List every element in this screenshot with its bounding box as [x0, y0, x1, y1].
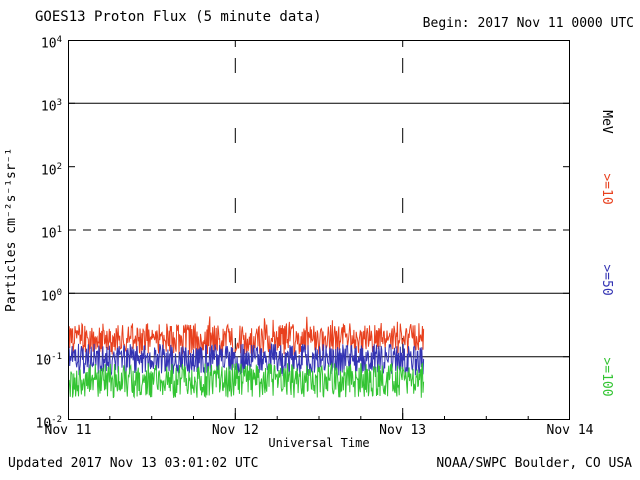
- updated-timestamp: Updated 2017 Nov 13 03:01:02 UTC: [8, 456, 259, 471]
- y-tick-label: 101: [40, 225, 62, 242]
- x-tick-label: Nov 12: [211, 423, 259, 438]
- plot-frame: [68, 40, 570, 420]
- plot-area: [68, 40, 570, 420]
- source-credit: NOAA/SWPC Boulder, CO USA: [436, 456, 632, 471]
- y-tick-label: 10-2: [35, 415, 63, 432]
- begin-timestamp: Begin: 2017 Nov 11 0000 UTC: [422, 16, 634, 31]
- flux-plot-svg: [68, 40, 570, 420]
- y-tick-label: 104: [40, 35, 62, 52]
- x-tick-label: Nov 11: [44, 423, 92, 438]
- right-axis-label-ge10: >=10: [599, 173, 614, 205]
- y-tick-label: 103: [40, 98, 62, 115]
- right-axis-label-ge50: >=50: [599, 264, 614, 296]
- y-tick-label: 100: [40, 288, 62, 305]
- series-ge100-line: [68, 362, 425, 399]
- x-tick-label: Nov 14: [546, 423, 594, 438]
- x-axis-title: Universal Time: [268, 436, 370, 450]
- y-tick-label: 10-1: [35, 351, 63, 368]
- right-axis-label-ge100: >=100: [599, 357, 614, 397]
- right-axis-label-mev: MeV: [599, 110, 614, 134]
- series-ge10-line: [68, 316, 425, 357]
- chart-title: GOES13 Proton Flux (5 minute data): [35, 9, 322, 25]
- x-tick-label: Nov 13: [379, 423, 427, 438]
- series-ge50-line: [68, 342, 425, 377]
- y-tick-label: 102: [40, 161, 62, 178]
